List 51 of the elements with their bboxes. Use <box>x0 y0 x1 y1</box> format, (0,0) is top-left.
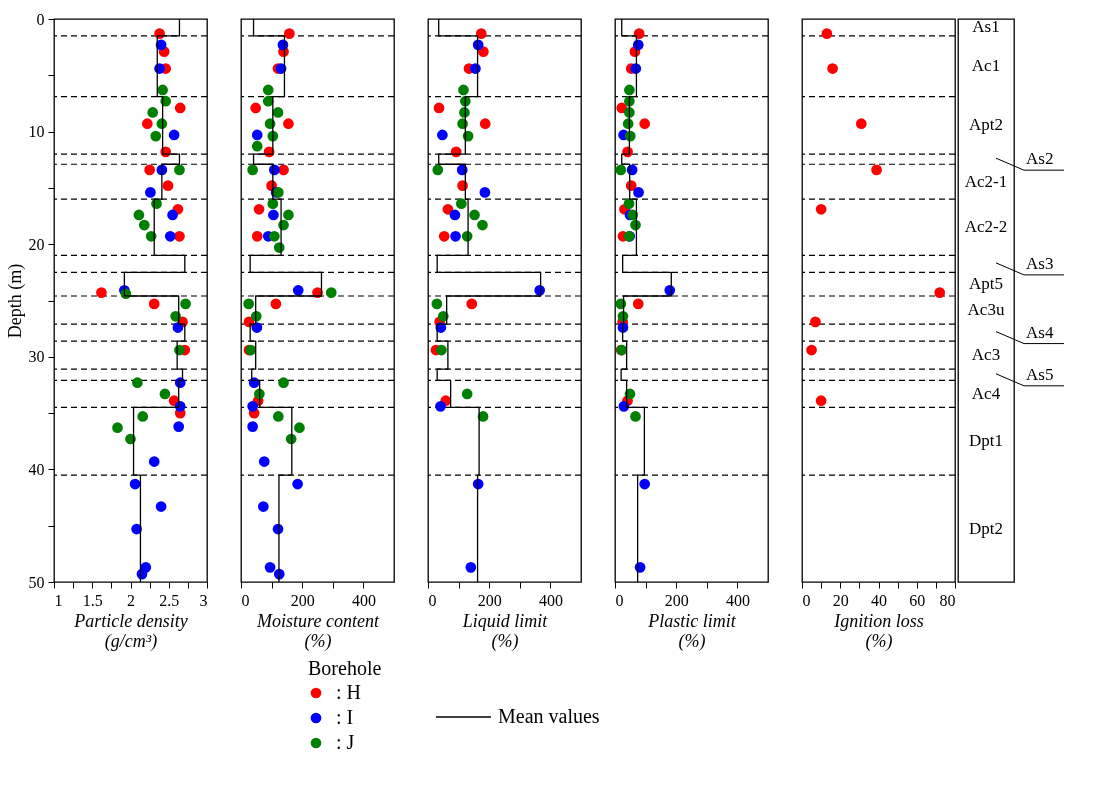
x-tick-label: 400 <box>538 591 563 609</box>
text: Ac1 <box>971 56 1001 76</box>
x-tick-label: 200 <box>664 591 689 609</box>
x-tick-label: 400 <box>725 591 750 609</box>
x-tick-label: 40 <box>871 591 887 609</box>
text: Ac2-1 <box>964 171 1008 191</box>
x-tick-label: 1.5 <box>82 591 103 609</box>
x-tick-label: 200 <box>477 591 502 609</box>
x-tick-label: 0 <box>615 591 624 609</box>
x-axis-title: Plastic limit (%) <box>647 610 737 652</box>
x-axis-title: Ignition loss (%) <box>833 610 924 652</box>
y-tick-label: 0 <box>36 10 45 28</box>
text: Dpt1 <box>969 431 1003 451</box>
text: Ac4 <box>971 383 1001 403</box>
x-tick-label: 20 <box>832 591 849 609</box>
x-tick-label: 0 <box>241 591 250 609</box>
legend-label: : H <box>336 681 361 703</box>
text: Ac2-2 <box>964 217 1008 237</box>
y-tick-label: 30 <box>28 348 45 366</box>
x-axis-title: Liquid limit (%) <box>461 610 549 652</box>
y-tick-label: 10 <box>28 123 45 141</box>
legend-label: Mean values <box>498 705 600 727</box>
x-axis-title: Moisture content (%) <box>256 610 380 652</box>
x-tick-label: 60 <box>909 591 926 609</box>
x-tick-label: 0 <box>802 591 811 609</box>
text: Ac3 <box>971 345 1001 365</box>
x-tick-label: 0 <box>428 591 437 609</box>
y-tick-label: 40 <box>28 460 45 478</box>
x-tick-label: 1 <box>54 591 63 609</box>
x-tick-label: 200 <box>290 591 315 609</box>
y-axis-title: Depth (m) <box>4 263 26 339</box>
x-tick-label: 2 <box>127 591 135 609</box>
text: Apt2 <box>969 115 1003 135</box>
x-axis-title: Particle density (g/cm³) <box>73 610 188 652</box>
y-tick-label: 50 <box>28 573 45 591</box>
x-tick-label: 80 <box>939 591 956 609</box>
x-tick-label: 400 <box>351 591 376 609</box>
legend-label: : I <box>336 706 354 728</box>
text: As5 <box>1026 364 1054 384</box>
legend-label: : J <box>336 731 355 753</box>
y-tick-label: 20 <box>28 235 45 253</box>
x-tick-label: 2.5 <box>159 591 180 609</box>
x-tick-label: 3 <box>199 591 208 609</box>
text: Apt5 <box>969 274 1003 294</box>
text: As4 <box>1026 322 1054 342</box>
text: As2 <box>1026 149 1054 169</box>
legend-title: Borehole <box>308 657 382 679</box>
text: As3 <box>1026 253 1054 273</box>
text: Dpt2 <box>969 518 1003 538</box>
text: Ac3u <box>967 300 1005 320</box>
text: As1 <box>972 17 1000 37</box>
